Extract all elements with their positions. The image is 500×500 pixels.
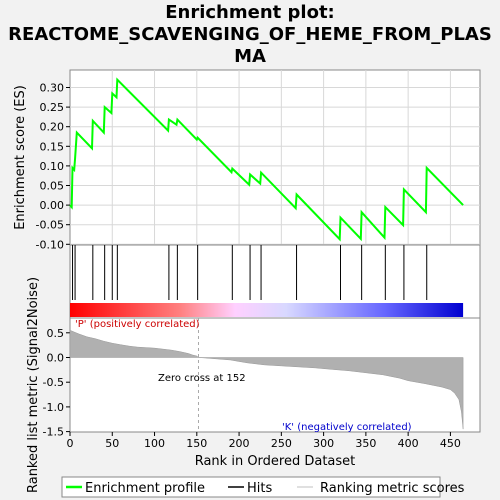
x-tick-label: 300 [313, 437, 334, 450]
es-tick-label: 0.30 [40, 82, 65, 95]
correlation-color-band [70, 303, 464, 317]
legend-box [61, 476, 441, 498]
metric-tick-label: 0.5 [47, 327, 65, 340]
x-axis-label: Rank in Ordered Dataset [195, 454, 356, 469]
es-tick-label: 0.10 [40, 160, 65, 173]
x-tick-label: 350 [355, 437, 376, 450]
title-line-1: Enrichment plot: [165, 2, 335, 23]
legend-label: Hits [247, 481, 272, 496]
x-tick-label: 0 [67, 437, 74, 450]
chart-title: Enrichment plot: REACTOME_SCAVENGING_OF_… [0, 2, 500, 68]
positive-correlated-label: 'P' (positively correlated) [75, 319, 200, 330]
x-tick-label: 400 [398, 437, 419, 450]
x-tick-label: 200 [229, 437, 250, 450]
metric-y-axis-label: Ranked list metric (Signal2Noise) [26, 277, 41, 493]
es-tick-label: 0.00 [40, 199, 65, 212]
es-tick-label: -0.05 [36, 219, 64, 232]
x-tick-label: 50 [105, 437, 119, 450]
es-tick-label: 0.05 [40, 180, 65, 193]
es-tick-label: 0.25 [40, 101, 65, 114]
es-tick-label: 0.20 [40, 121, 65, 134]
es-plot-area [69, 69, 481, 246]
title-line-3: MA [234, 46, 266, 67]
metric-tick-label: -1.0 [43, 401, 64, 414]
hits-panel [69, 244, 481, 319]
es-tick-label: 0.15 [40, 140, 65, 153]
x-tick-label: 150 [186, 437, 207, 450]
metric-tick-label: 0.0 [47, 352, 65, 365]
title-line-2: REACTOME_SCAVENGING_OF_HEME_FROM_PLAS [8, 24, 492, 45]
negative-correlated-label: 'K' (negatively correlated) [282, 422, 412, 433]
legend: Enrichment profile Hits Ranking metric sco… [61, 476, 465, 498]
enrichment-profile-line [69, 77, 464, 242]
metric-tick-label: -1.5 [43, 426, 64, 439]
es-y-axis-label: Enrichment score (ES) [13, 85, 28, 230]
es-tick-label: -0.10 [36, 238, 64, 251]
metric-panel: 0.5 0.0 -0.5 -1.0 -1.5 'P' (positively correl… [26, 277, 481, 493]
es-panel: 0.30 0.25 0.20 0.15 0.10 0.05 0.00 -0.05 -0.10 En… [13, 69, 481, 251]
x-tick-label: 450 [440, 437, 461, 450]
legend-label: Enrichment profile [85, 481, 205, 496]
x-tick-label: 100 [144, 437, 165, 450]
legend-label: Ranking metric scores [320, 481, 465, 496]
zero-cross-label: Zero cross at 152 [158, 373, 246, 384]
x-tick-label: 250 [271, 437, 292, 450]
ranking-metric-area [69, 329, 464, 430]
metric-tick-label: -0.5 [43, 376, 64, 389]
